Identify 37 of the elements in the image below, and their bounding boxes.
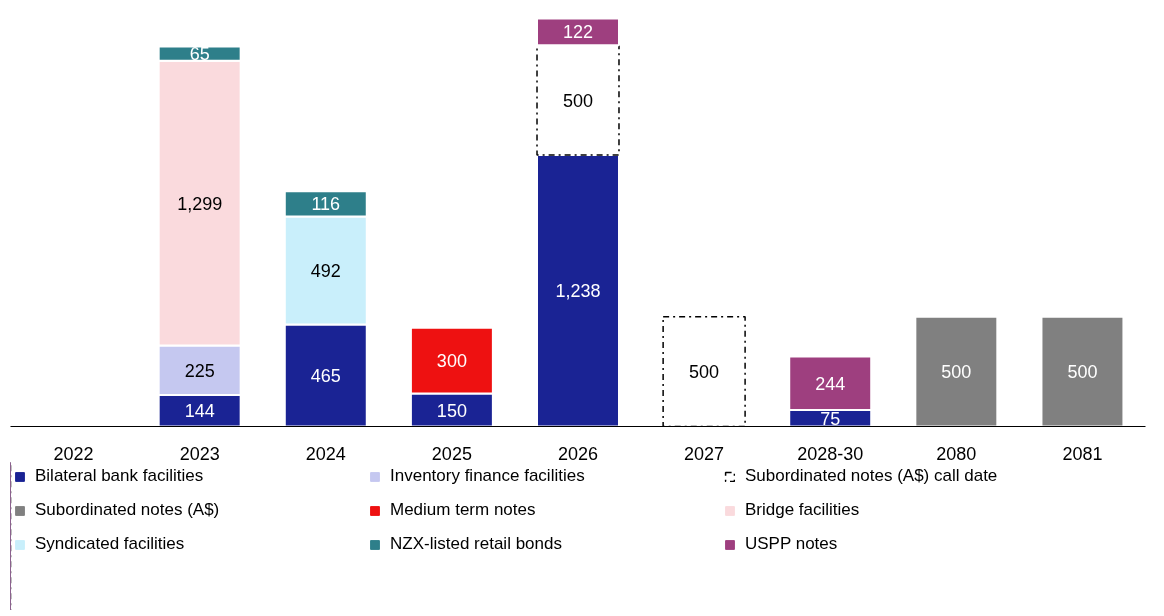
data-label: 65 <box>189 44 210 65</box>
x-tick-label: 2025 <box>431 443 472 464</box>
x-tick-label: 2026 <box>557 443 599 464</box>
legend-label: Subordinated notes (A$) <box>35 500 221 520</box>
x-tick-label: 2022 <box>53 443 94 464</box>
x-tick-label: 2081 <box>1062 443 1103 464</box>
data-label: 244 <box>815 373 846 394</box>
legend-label: Medium term notes <box>390 500 537 520</box>
legend-label: Subordinated notes (A$) call date <box>745 466 999 486</box>
legend-label: Inventory finance facilities <box>390 466 586 486</box>
data-label: 225 <box>184 360 215 381</box>
legend-label: NZX-listed retail bonds <box>390 534 563 554</box>
legend-label: Bilateral bank facilities <box>35 466 205 486</box>
x-tick-label: 2023 <box>179 443 220 464</box>
bar <box>1040 315 1125 427</box>
x-tick-label: 2028-30 <box>797 443 864 464</box>
x-tick-label: 2080 <box>936 443 977 464</box>
data-label: 492 <box>310 261 341 282</box>
data-label: 144 <box>184 401 215 422</box>
data-label: 500 <box>941 362 972 383</box>
data-label: 1,238 <box>555 281 601 302</box>
data-label: 500 <box>562 90 594 111</box>
x-tick-label: 2027 <box>684 443 725 464</box>
data-label: 1,299 <box>177 193 223 214</box>
data-label: 150 <box>436 400 467 421</box>
bar <box>914 315 999 427</box>
legend-label: USPP notes <box>745 534 839 554</box>
data-label: 465 <box>310 366 341 387</box>
legend-label: Syndicated facilities <box>35 534 186 554</box>
legend-label: Bridge facilities <box>745 500 861 520</box>
data-label: 500 <box>689 362 720 383</box>
data-label: 300 <box>436 351 467 372</box>
data-label: 122 <box>562 22 594 43</box>
x-tick-label: 2024 <box>305 443 346 464</box>
data-label: 500 <box>1067 362 1098 383</box>
data-label: 116 <box>311 194 341 215</box>
data-label: 75 <box>820 408 841 429</box>
